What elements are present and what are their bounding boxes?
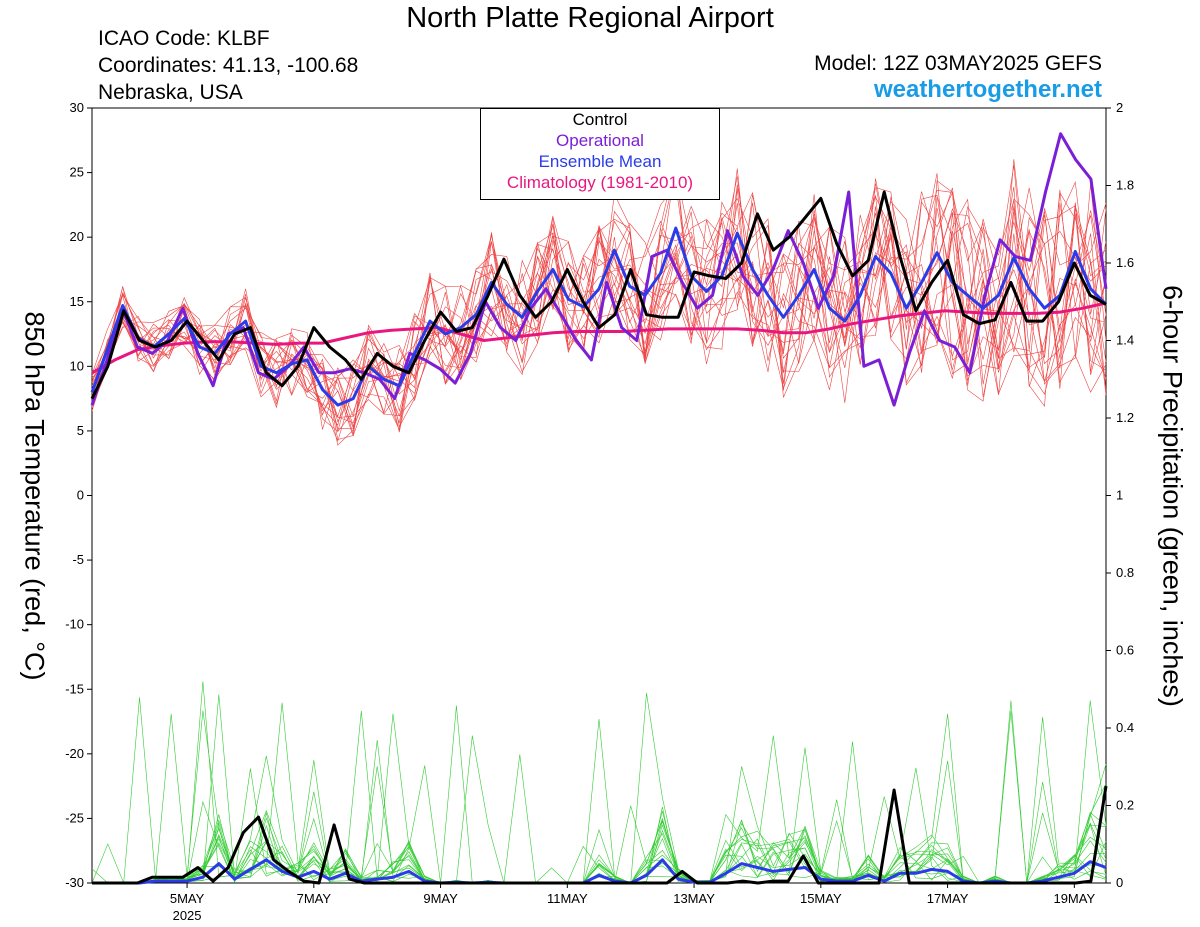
x-tick-label: 13MAY [673,891,715,906]
temp-member-line [91,168,1107,418]
temp-member-line [91,191,1107,433]
y-tick-label: 25 [70,165,84,180]
temp-member-line [91,193,1107,446]
site-link[interactable]: weathertogether.net [873,76,1102,103]
y2-tick-label: 1.4 [1116,333,1134,348]
temp-member-line [91,191,1107,423]
temp-member-line [91,183,1107,413]
icao-code: ICAO Code: KLBF [98,27,270,50]
precip-mean-line [92,858,1107,885]
temp-member-line [91,176,1107,424]
temp-member-line [91,201,1107,430]
y-tick-label: -25 [65,810,84,825]
precip-member-line [92,713,1107,884]
legend: Control Operational Ensemble Mean Climat… [480,108,720,200]
y-tick-label: 5 [77,423,84,438]
y2-tick-label: 0.6 [1116,643,1134,658]
y-tick-label: -15 [65,681,84,696]
x-tick-sublabel: 2025 [173,908,202,923]
location: Nebraska, USA [98,81,243,104]
series [90,132,1108,885]
y2-tick-label: 1 [1116,488,1123,503]
y2-tick-label: 1.6 [1116,255,1134,270]
y2-tick-label: 0.4 [1116,720,1134,735]
y-tick-label: -30 [65,875,84,890]
precip-control-line [92,785,1108,885]
axes: 302520151050-5-10-15-20-25-3021.81.61.41… [65,100,1134,923]
x-tick-label: 5MAY [170,891,205,906]
y2-tick-label: 1.8 [1116,178,1134,193]
operational-line [90,132,1108,407]
coordinates: Coordinates: 41.13, -100.68 [98,54,359,77]
y-tick-label: 15 [70,294,84,309]
legend-control: Control [572,110,628,129]
legend-ensemble-mean: Ensemble Mean [538,152,662,171]
y2-tick-label: 0 [1116,875,1123,890]
precip-member-line [92,719,1107,884]
chart-title: North Platte Regional Airport [406,2,774,34]
y-tick-label: 10 [70,358,84,373]
y-tick-label: -5 [72,552,84,567]
legend-operational: Operational [556,131,644,150]
precip-member-line [92,693,1107,884]
y2-tick-label: 0.2 [1116,798,1134,813]
temp-member-line [91,183,1107,426]
ensemble-mean-line [90,226,1108,407]
y2-tick-label: 0.8 [1116,565,1134,580]
climatology-line [91,301,1107,375]
legend-climatology: Climatology (1981-2010) [506,173,694,192]
y-tick-label: -20 [65,746,84,761]
x-tick-label: 11MAY [547,891,588,906]
y-tick-label: 20 [70,229,84,244]
precip-member-line [92,694,1107,884]
y-tick-label: -10 [65,617,84,632]
model-run: Model: 12Z 03MAY2025 GEFS [814,52,1102,75]
y2-tick-label: 2 [1116,100,1123,115]
control-line [90,190,1107,400]
temp-member-line [91,187,1107,433]
x-tick-label: 19MAY [1053,891,1095,906]
ensemble-members [91,159,1107,884]
x-tick-label: 15MAY [800,891,842,906]
x-tick-label: 17MAY [927,891,969,906]
precip-member-line [91,782,1107,884]
precip-member-line [92,713,1107,884]
y-tick-label: 0 [77,488,84,503]
x-tick-label: 7MAY [297,891,332,906]
x-tick-label: 9MAY [423,891,458,906]
precip-member-line [92,700,1107,884]
temp-member-line [91,203,1107,399]
y-tick-label: 30 [70,100,84,115]
y2-tick-label: 1.2 [1116,410,1134,425]
temp-member-line [91,180,1107,442]
